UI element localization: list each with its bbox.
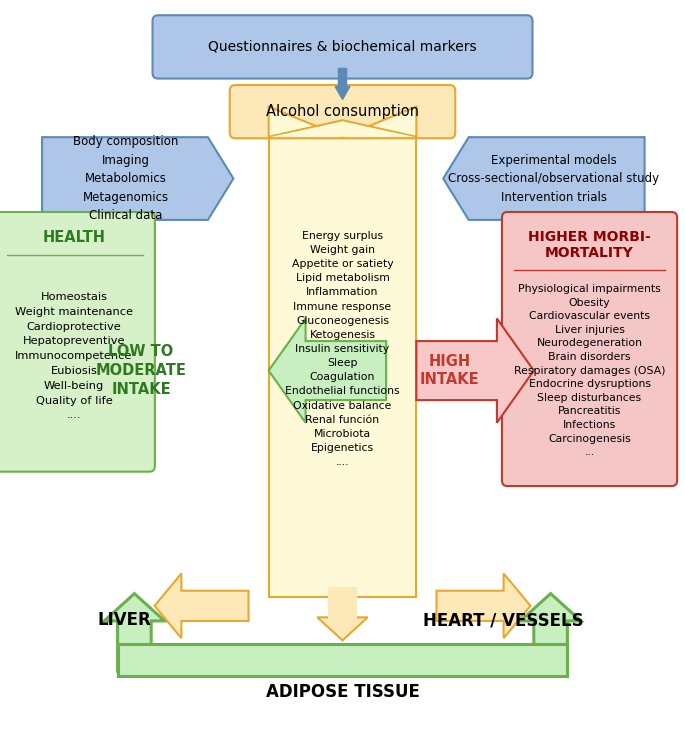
Polygon shape [521, 594, 581, 672]
Polygon shape [42, 137, 234, 220]
Polygon shape [436, 573, 530, 638]
Text: Questionnaires & biochemical markers: Questionnaires & biochemical markers [208, 40, 477, 54]
Text: ADIPOSE TISSUE: ADIPOSE TISSUE [266, 683, 419, 701]
FancyBboxPatch shape [0, 212, 155, 472]
Bar [269, 137, 416, 597]
Text: LIVER: LIVER [97, 611, 151, 629]
Polygon shape [269, 106, 416, 137]
Text: Homeostais
Weight maintenance
Cardioprotective
Hepatopreventive
Immunocompetence: Homeostais Weight maintenance Cardioprot… [15, 292, 133, 421]
Text: Energy surplus
Weight gain
Appetite or satiety
Lipid metabolism
Inflammation
Imm: Energy surplus Weight gain Appetite or s… [285, 230, 400, 468]
Polygon shape [317, 600, 368, 640]
Bar [329, 594, 356, 609]
Bar [118, 644, 567, 676]
Polygon shape [269, 319, 386, 423]
Polygon shape [155, 573, 249, 638]
Text: HEALTH: HEALTH [42, 230, 105, 245]
Text: Body composition
Imaging
Metabolomics
Metagenomics
Clinical data: Body composition Imaging Metabolomics Me… [73, 135, 178, 222]
Bar [328, 587, 357, 625]
Polygon shape [416, 319, 534, 423]
Text: HIGHER MORBI-
MORTALITY: HIGHER MORBI- MORTALITY [528, 230, 651, 261]
FancyBboxPatch shape [229, 85, 456, 138]
FancyBboxPatch shape [502, 212, 677, 486]
Bar [329, 597, 356, 606]
Text: HEART / VESSELS: HEART / VESSELS [423, 611, 584, 629]
Text: Physiological impairments
Obesity
Cardiovascular events
Liver injuries
Neurodege: Physiological impairments Obesity Cardio… [514, 284, 665, 457]
Text: LOW TO
MODERATE
INTAKE: LOW TO MODERATE INTAKE [96, 344, 186, 396]
Text: Experimental models
Cross-sectional/observational study
Intervention trials: Experimental models Cross-sectional/obse… [449, 153, 660, 203]
Text: HIGH
INTAKE: HIGH INTAKE [420, 354, 479, 388]
Polygon shape [443, 137, 645, 220]
Text: Alcohol consumption: Alcohol consumption [266, 104, 419, 119]
Polygon shape [104, 594, 164, 672]
FancyBboxPatch shape [153, 15, 532, 79]
Polygon shape [335, 68, 350, 99]
Polygon shape [271, 122, 414, 137]
